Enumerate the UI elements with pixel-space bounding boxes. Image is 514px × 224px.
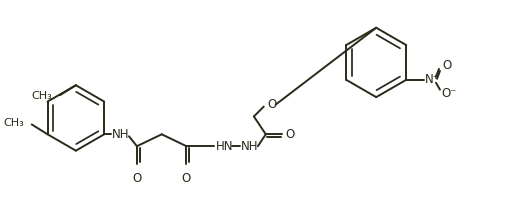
Text: CH₃: CH₃ [3,118,24,128]
Text: N⁺: N⁺ [425,73,439,86]
Text: HN: HN [215,140,233,153]
Text: NH: NH [112,128,130,141]
Text: O: O [182,172,191,185]
Text: O: O [285,128,294,141]
Text: O: O [132,172,141,185]
Text: CH₃: CH₃ [31,91,52,101]
Text: NH: NH [241,140,259,153]
Text: O: O [267,98,277,111]
Text: O: O [442,59,451,72]
Text: O⁻: O⁻ [441,87,456,100]
